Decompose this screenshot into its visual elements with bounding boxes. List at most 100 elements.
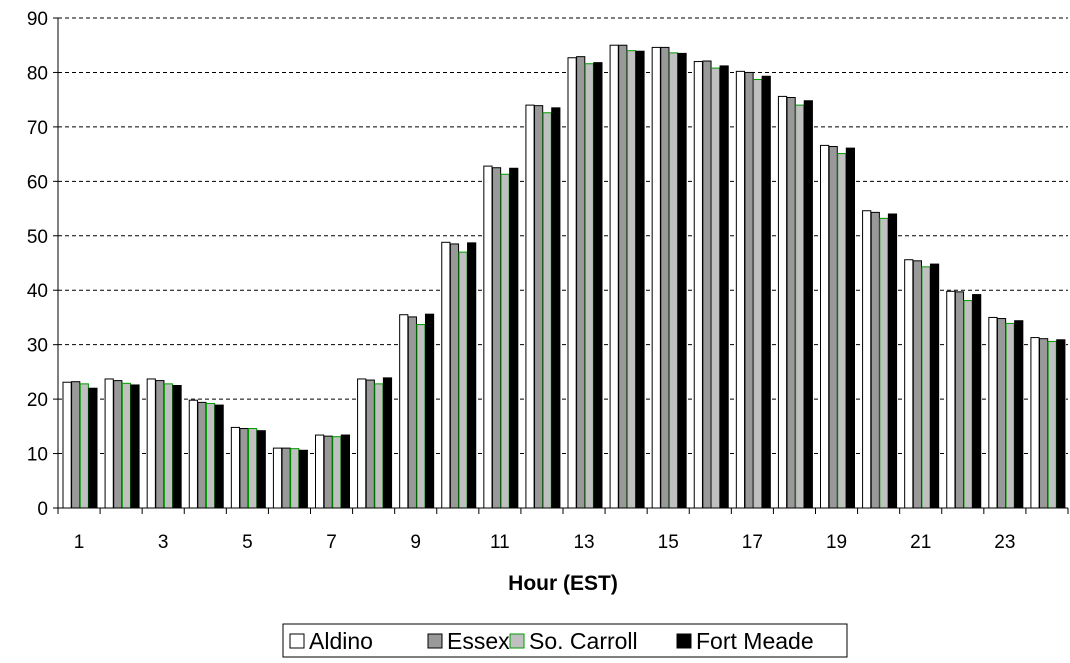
y-tick-label: 30 bbox=[27, 336, 48, 357]
bar bbox=[449, 243, 460, 509]
bar bbox=[719, 65, 729, 509]
bar bbox=[172, 385, 182, 509]
bar bbox=[374, 383, 384, 509]
bar bbox=[921, 266, 931, 509]
bar bbox=[509, 167, 519, 509]
bar bbox=[870, 211, 880, 509]
bar bbox=[1005, 322, 1015, 509]
bar bbox=[416, 324, 426, 509]
bar bbox=[214, 404, 224, 509]
bar bbox=[1030, 337, 1040, 509]
bar bbox=[904, 259, 914, 509]
bar bbox=[382, 377, 393, 509]
bar bbox=[230, 426, 241, 509]
bar bbox=[88, 387, 98, 509]
bar bbox=[677, 52, 687, 509]
bar bbox=[146, 378, 156, 509]
bar bbox=[786, 96, 796, 509]
bar bbox=[467, 242, 477, 509]
bar bbox=[693, 61, 703, 509]
x-tick-label: 19 bbox=[826, 532, 847, 553]
bar bbox=[357, 378, 367, 509]
x-tick-label: 17 bbox=[742, 532, 763, 553]
bar bbox=[828, 145, 838, 509]
y-tick-label: 0 bbox=[37, 499, 48, 520]
bar bbox=[954, 291, 965, 509]
bar bbox=[323, 435, 333, 509]
bar bbox=[399, 314, 409, 509]
bar bbox=[1047, 340, 1057, 509]
bar bbox=[618, 44, 628, 509]
bar bbox=[121, 382, 131, 509]
legend-swatch bbox=[427, 633, 443, 649]
bar bbox=[79, 383, 89, 509]
y-tick-label: 90 bbox=[27, 9, 48, 30]
bar bbox=[761, 75, 771, 509]
bar bbox=[609, 44, 619, 509]
x-tick-label: 13 bbox=[573, 532, 594, 553]
y-tick-label: 20 bbox=[27, 390, 48, 411]
bar bbox=[912, 260, 922, 509]
bar bbox=[972, 294, 982, 509]
legend: Aldino Essex So. Carroll Fort Meade bbox=[282, 623, 848, 658]
bar bbox=[1056, 339, 1066, 509]
bar bbox=[239, 428, 249, 509]
bar bbox=[837, 153, 847, 509]
x-tick-label: 9 bbox=[410, 532, 421, 553]
bar bbox=[424, 313, 435, 509]
x-tick-label: 23 bbox=[994, 532, 1015, 553]
y-tick-label: 50 bbox=[27, 227, 48, 248]
bar bbox=[281, 447, 291, 509]
x-axis-title: Hour (EST) bbox=[508, 572, 618, 595]
bar bbox=[256, 430, 266, 509]
bar bbox=[753, 79, 763, 509]
bar bbox=[298, 449, 308, 509]
bar bbox=[500, 173, 510, 509]
x-tick-label: 1 bbox=[74, 532, 85, 553]
bar bbox=[163, 383, 174, 509]
bar bbox=[491, 167, 502, 509]
bar bbox=[660, 46, 670, 509]
bar bbox=[113, 380, 123, 509]
x-tick-label: 21 bbox=[910, 532, 931, 553]
bar bbox=[879, 217, 889, 509]
bar bbox=[820, 144, 830, 509]
bar bbox=[188, 399, 198, 509]
bar bbox=[744, 71, 754, 509]
x-tick-label: 11 bbox=[490, 532, 510, 553]
legend-label: Aldino bbox=[309, 628, 373, 654]
bar bbox=[795, 104, 805, 509]
legend-label: So. Carroll bbox=[529, 628, 638, 654]
legend-label: Fort Meade bbox=[696, 628, 814, 654]
bar bbox=[542, 112, 552, 509]
bar bbox=[946, 290, 956, 509]
bar bbox=[735, 70, 746, 509]
y-tick-label: 70 bbox=[27, 118, 48, 139]
legend-swatch bbox=[676, 633, 692, 649]
bar bbox=[626, 50, 636, 509]
bar bbox=[551, 107, 561, 509]
bar bbox=[668, 52, 679, 509]
legend-label: Essex bbox=[447, 628, 510, 654]
x-tick-label: 3 bbox=[158, 532, 169, 553]
bar bbox=[887, 213, 898, 509]
bar bbox=[407, 316, 417, 509]
y-tick-label: 40 bbox=[27, 281, 48, 302]
bar bbox=[332, 436, 342, 509]
bar bbox=[1014, 320, 1024, 509]
bar bbox=[155, 380, 165, 509]
bar bbox=[248, 428, 258, 509]
bar bbox=[988, 316, 998, 509]
bar bbox=[197, 401, 207, 509]
legend-box bbox=[282, 623, 848, 658]
legend-swatch bbox=[289, 633, 305, 649]
y-tick-label: 60 bbox=[27, 172, 48, 193]
gridlines bbox=[58, 17, 1068, 455]
bar bbox=[845, 147, 855, 509]
bar bbox=[441, 241, 451, 509]
bar bbox=[104, 378, 114, 509]
bar bbox=[862, 210, 872, 509]
